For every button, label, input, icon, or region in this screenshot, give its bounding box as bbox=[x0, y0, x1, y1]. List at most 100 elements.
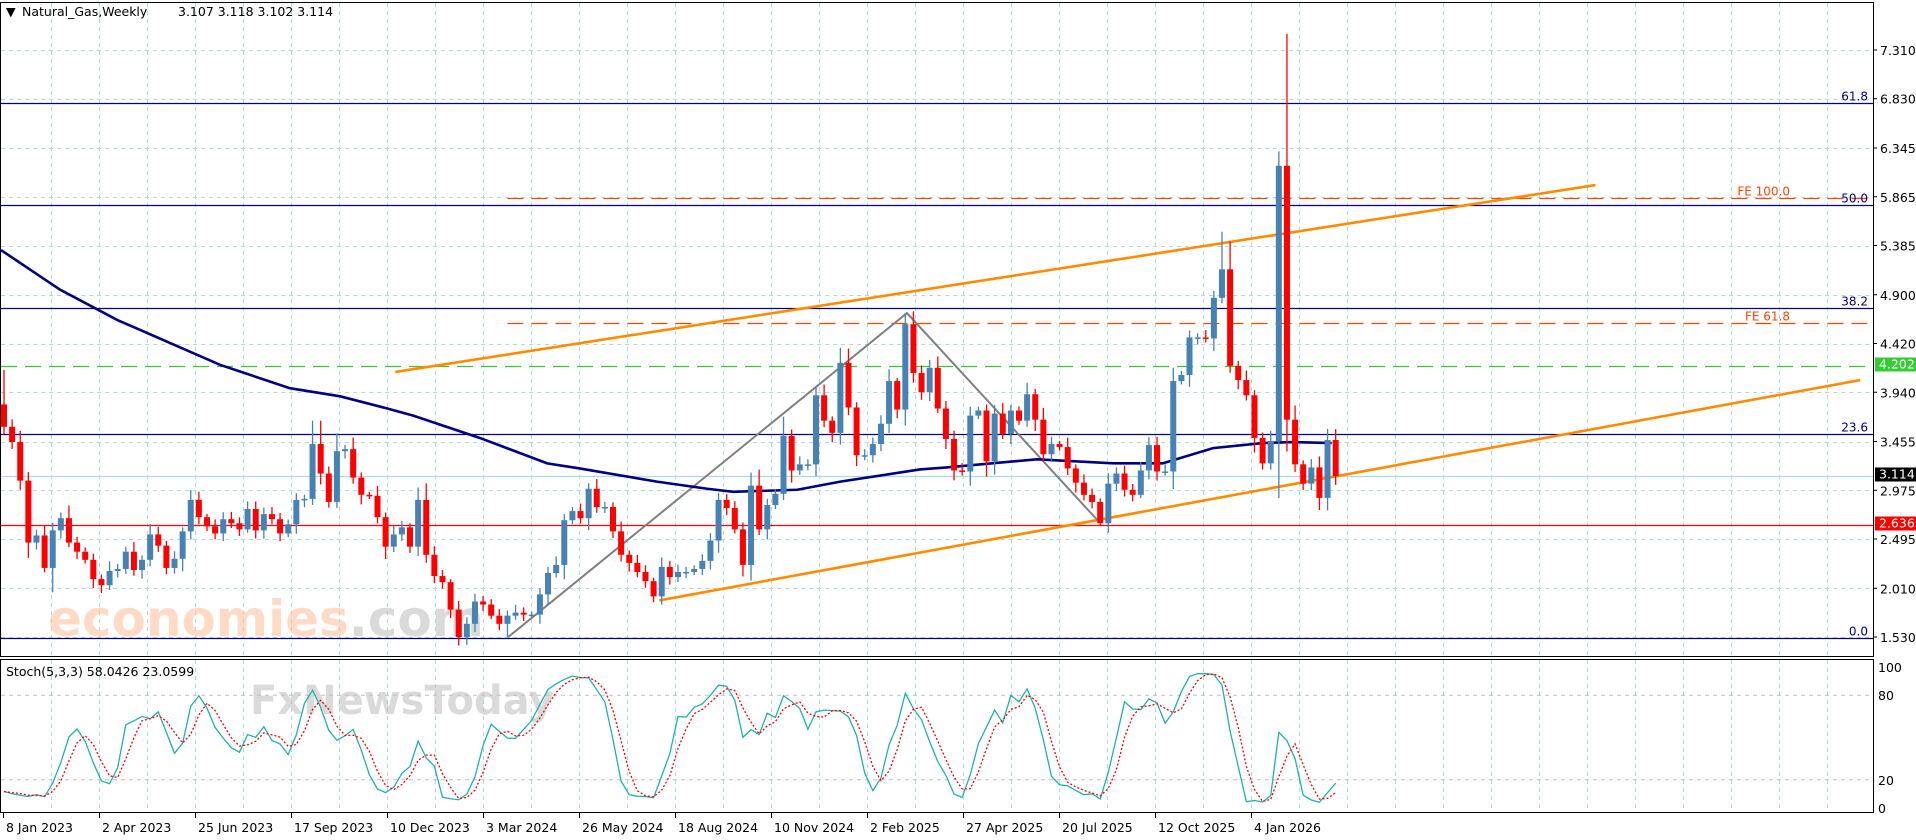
candle-body bbox=[1129, 489, 1136, 495]
candle-body bbox=[1316, 467, 1323, 498]
x-tick-label: 25 Jun 2023 bbox=[198, 820, 273, 835]
candle-body bbox=[212, 526, 219, 534]
candle bbox=[610, 502, 616, 538]
candle-body bbox=[1292, 419, 1299, 465]
candle bbox=[1113, 467, 1120, 492]
candle bbox=[861, 449, 868, 461]
candle bbox=[1024, 382, 1031, 427]
candle bbox=[739, 522, 746, 577]
candle bbox=[1032, 389, 1039, 431]
candle-body bbox=[1332, 439, 1339, 477]
candle bbox=[285, 519, 292, 537]
candle-body bbox=[268, 514, 275, 520]
candle-body bbox=[869, 444, 876, 456]
candle bbox=[1064, 437, 1071, 476]
candle-body bbox=[845, 362, 852, 408]
candle-body bbox=[666, 566, 673, 578]
candle bbox=[342, 444, 349, 459]
candle-body bbox=[17, 442, 24, 481]
x-tick-label: 18 Aug 2024 bbox=[678, 820, 758, 835]
candle bbox=[804, 459, 811, 471]
candle bbox=[350, 437, 357, 484]
candle bbox=[1097, 498, 1104, 526]
candle-body bbox=[374, 495, 381, 518]
y-tick-label: 2.010 bbox=[1880, 581, 1916, 596]
watermark: economies.com FxNewsToday bbox=[48, 590, 554, 724]
candle-body bbox=[342, 449, 349, 452]
main-panel-border bbox=[0, 2, 1874, 657]
candle-body bbox=[991, 413, 998, 462]
watermark-suffix: .com bbox=[349, 590, 484, 648]
fib-label: 50.0 bbox=[1841, 192, 1868, 206]
x-tick-label: 12 Oct 2025 bbox=[1158, 820, 1235, 835]
candle-body bbox=[674, 572, 681, 578]
stoch-tick-label: 80 bbox=[1878, 688, 1894, 703]
candle-body bbox=[309, 444, 316, 499]
y-tick-label: 6.345 bbox=[1880, 141, 1916, 156]
candle bbox=[236, 517, 243, 537]
candle-body bbox=[423, 499, 430, 555]
candle bbox=[748, 472, 755, 581]
candle-body bbox=[520, 612, 527, 615]
candle-body bbox=[236, 523, 243, 530]
candle bbox=[130, 541, 137, 576]
candle-body bbox=[195, 499, 202, 518]
candle bbox=[1121, 465, 1128, 497]
candle-body bbox=[390, 534, 397, 547]
candle-body bbox=[894, 381, 901, 410]
stoch-signal-line bbox=[3, 673, 1337, 803]
candle bbox=[1162, 464, 1169, 476]
candle-body bbox=[1202, 337, 1209, 339]
candle bbox=[691, 565, 698, 576]
candle-body bbox=[1283, 165, 1290, 420]
candle-body bbox=[545, 573, 552, 595]
candle bbox=[366, 491, 373, 500]
candle bbox=[1219, 231, 1225, 304]
candle-body bbox=[252, 509, 259, 531]
candle bbox=[74, 536, 81, 560]
candle-body bbox=[569, 511, 576, 521]
candle-body bbox=[1267, 441, 1274, 464]
candle-body bbox=[861, 455, 868, 457]
candle-body bbox=[244, 509, 251, 530]
candle-body bbox=[1154, 445, 1161, 472]
candle-body bbox=[975, 410, 982, 416]
candle-body bbox=[228, 519, 235, 524]
candle bbox=[869, 437, 876, 463]
candle-body bbox=[398, 527, 405, 535]
fib-label: 61.8 bbox=[1841, 90, 1868, 104]
candle-body bbox=[220, 519, 227, 534]
candle-body bbox=[1113, 473, 1120, 484]
candle bbox=[577, 503, 584, 524]
candle bbox=[902, 313, 909, 426]
candle bbox=[1080, 474, 1087, 501]
collapse-arrow-icon[interactable]: ▼ bbox=[6, 4, 16, 19]
candle-body bbox=[756, 485, 763, 530]
candle bbox=[593, 479, 600, 513]
x-tick-label: 10 Nov 2024 bbox=[774, 820, 854, 835]
symbol-label: Natural_Gas,Weekly bbox=[22, 4, 148, 19]
x-tick-label: 2 Feb 2025 bbox=[870, 820, 940, 835]
fib-label: 38.2 bbox=[1841, 295, 1868, 309]
candle-body bbox=[536, 594, 543, 615]
candle-body bbox=[90, 559, 97, 580]
candle-body bbox=[1056, 444, 1063, 448]
candle-body bbox=[439, 576, 446, 583]
upper-channel-line bbox=[395, 183, 1596, 374]
candle bbox=[1040, 407, 1047, 462]
candle-body bbox=[431, 554, 438, 577]
candle bbox=[512, 604, 519, 620]
price-badge bbox=[1875, 357, 1916, 372]
candle bbox=[439, 570, 446, 589]
candle-body bbox=[204, 517, 210, 527]
y-tick-label: 2.975 bbox=[1880, 483, 1916, 498]
candle-body bbox=[155, 534, 162, 546]
candle-body bbox=[488, 604, 495, 616]
candle bbox=[618, 521, 625, 562]
candle bbox=[358, 472, 365, 505]
ohlc-readout: 3.107 3.118 3.102 3.114 bbox=[178, 4, 333, 19]
candle-body bbox=[853, 407, 860, 456]
candle bbox=[934, 356, 941, 414]
horizontal-levels bbox=[1, 102, 1873, 640]
